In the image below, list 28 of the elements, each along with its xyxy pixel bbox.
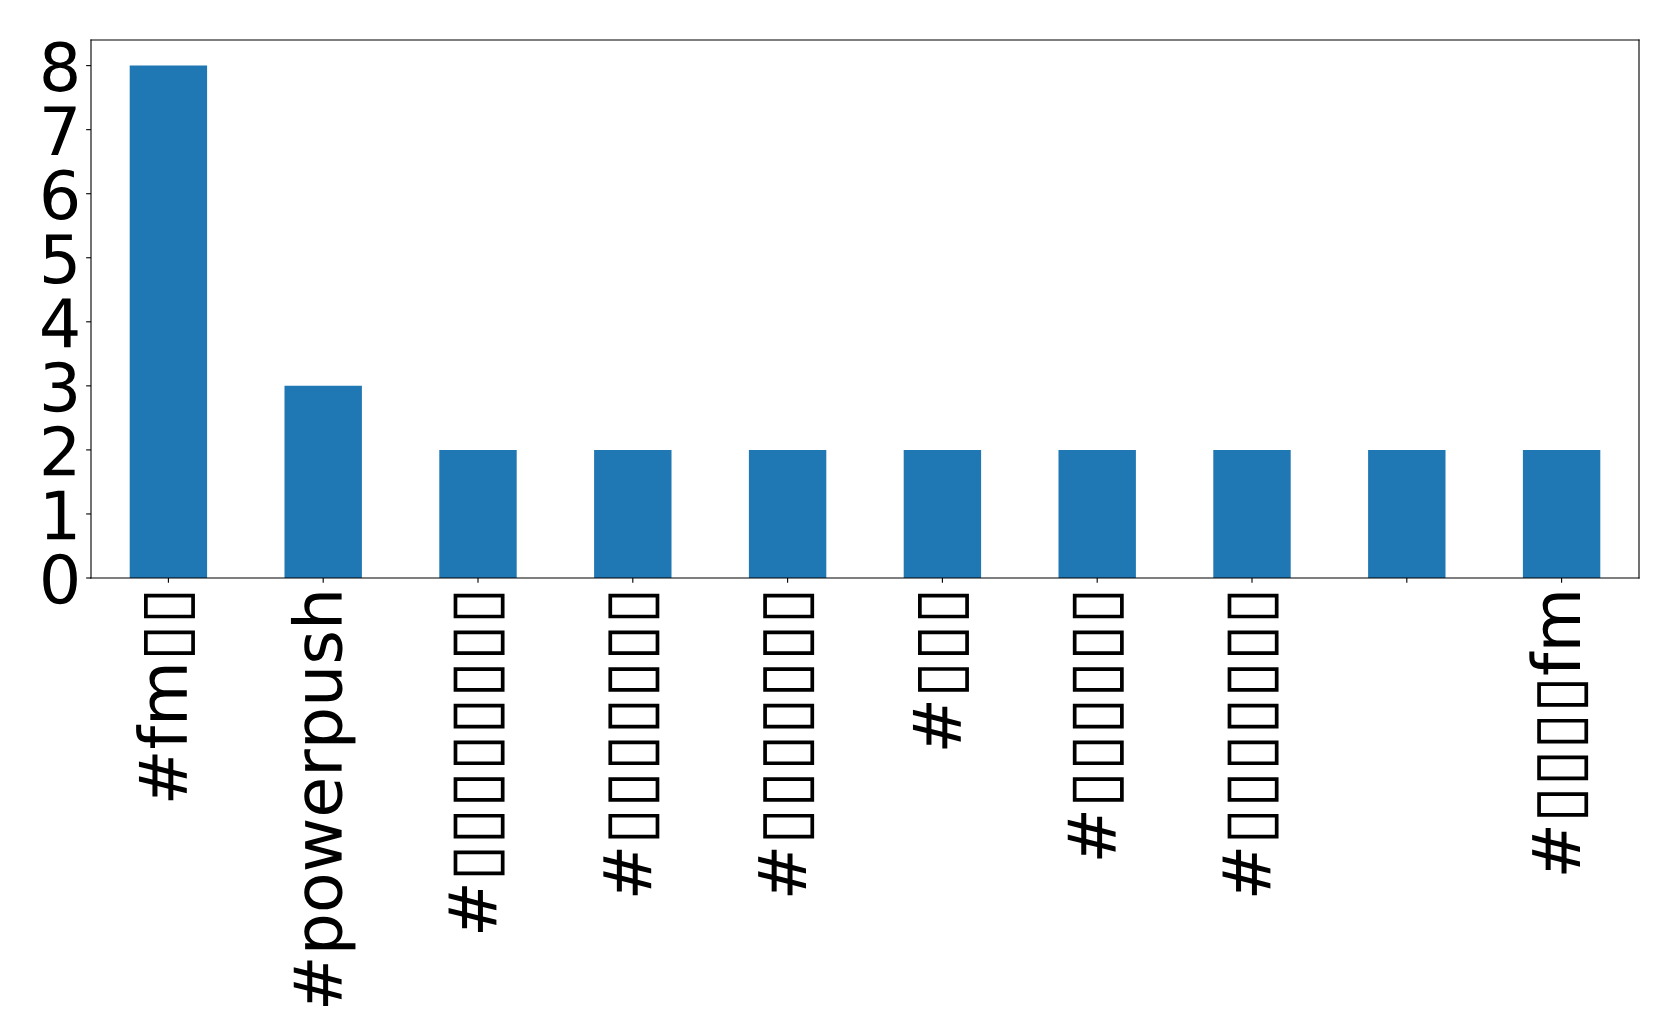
y-tick-label: 5	[44, 234, 76, 285]
bar	[903, 449, 982, 578]
x-tick-label: #▯▯▯	[912, 593, 969, 749]
y-tick-label: 4	[42, 298, 78, 348]
y-tick-label: 8	[43, 41, 77, 92]
x-tick-label: #▯▯▯▯▯▯▯▯	[448, 593, 505, 932]
x-tick-label: #▯▯▯▯▯▯▯	[1222, 593, 1279, 896]
bar	[439, 449, 517, 578]
bar	[129, 65, 208, 578]
bar	[1522, 449, 1601, 578]
y-tick-label: 0	[43, 553, 77, 605]
y-tick-label: 6	[43, 169, 78, 220]
bar	[1368, 449, 1446, 578]
y-tick-label: 2	[43, 425, 75, 476]
x-tick-label: #▯▯▯▯▯▯▯	[603, 593, 660, 896]
x-tick-label: #▯▯▯▯▯▯	[1067, 593, 1124, 859]
bar	[1213, 449, 1291, 578]
y-tick-label: 7	[44, 106, 76, 155]
y-tick-label: 1	[46, 490, 76, 540]
x-tick-label: #▯▯▯▯▯▯▯	[758, 593, 815, 896]
y-tick-label: 3	[43, 361, 76, 413]
bar	[748, 449, 827, 578]
x-tick-label: #fm▯▯	[136, 593, 195, 801]
x-tick-label: #▯▯▯▯fm	[1529, 593, 1589, 874]
bar	[284, 385, 362, 578]
x-tick-label: #powerpush	[290, 593, 356, 1007]
bar	[594, 449, 672, 578]
bar	[1058, 449, 1136, 578]
